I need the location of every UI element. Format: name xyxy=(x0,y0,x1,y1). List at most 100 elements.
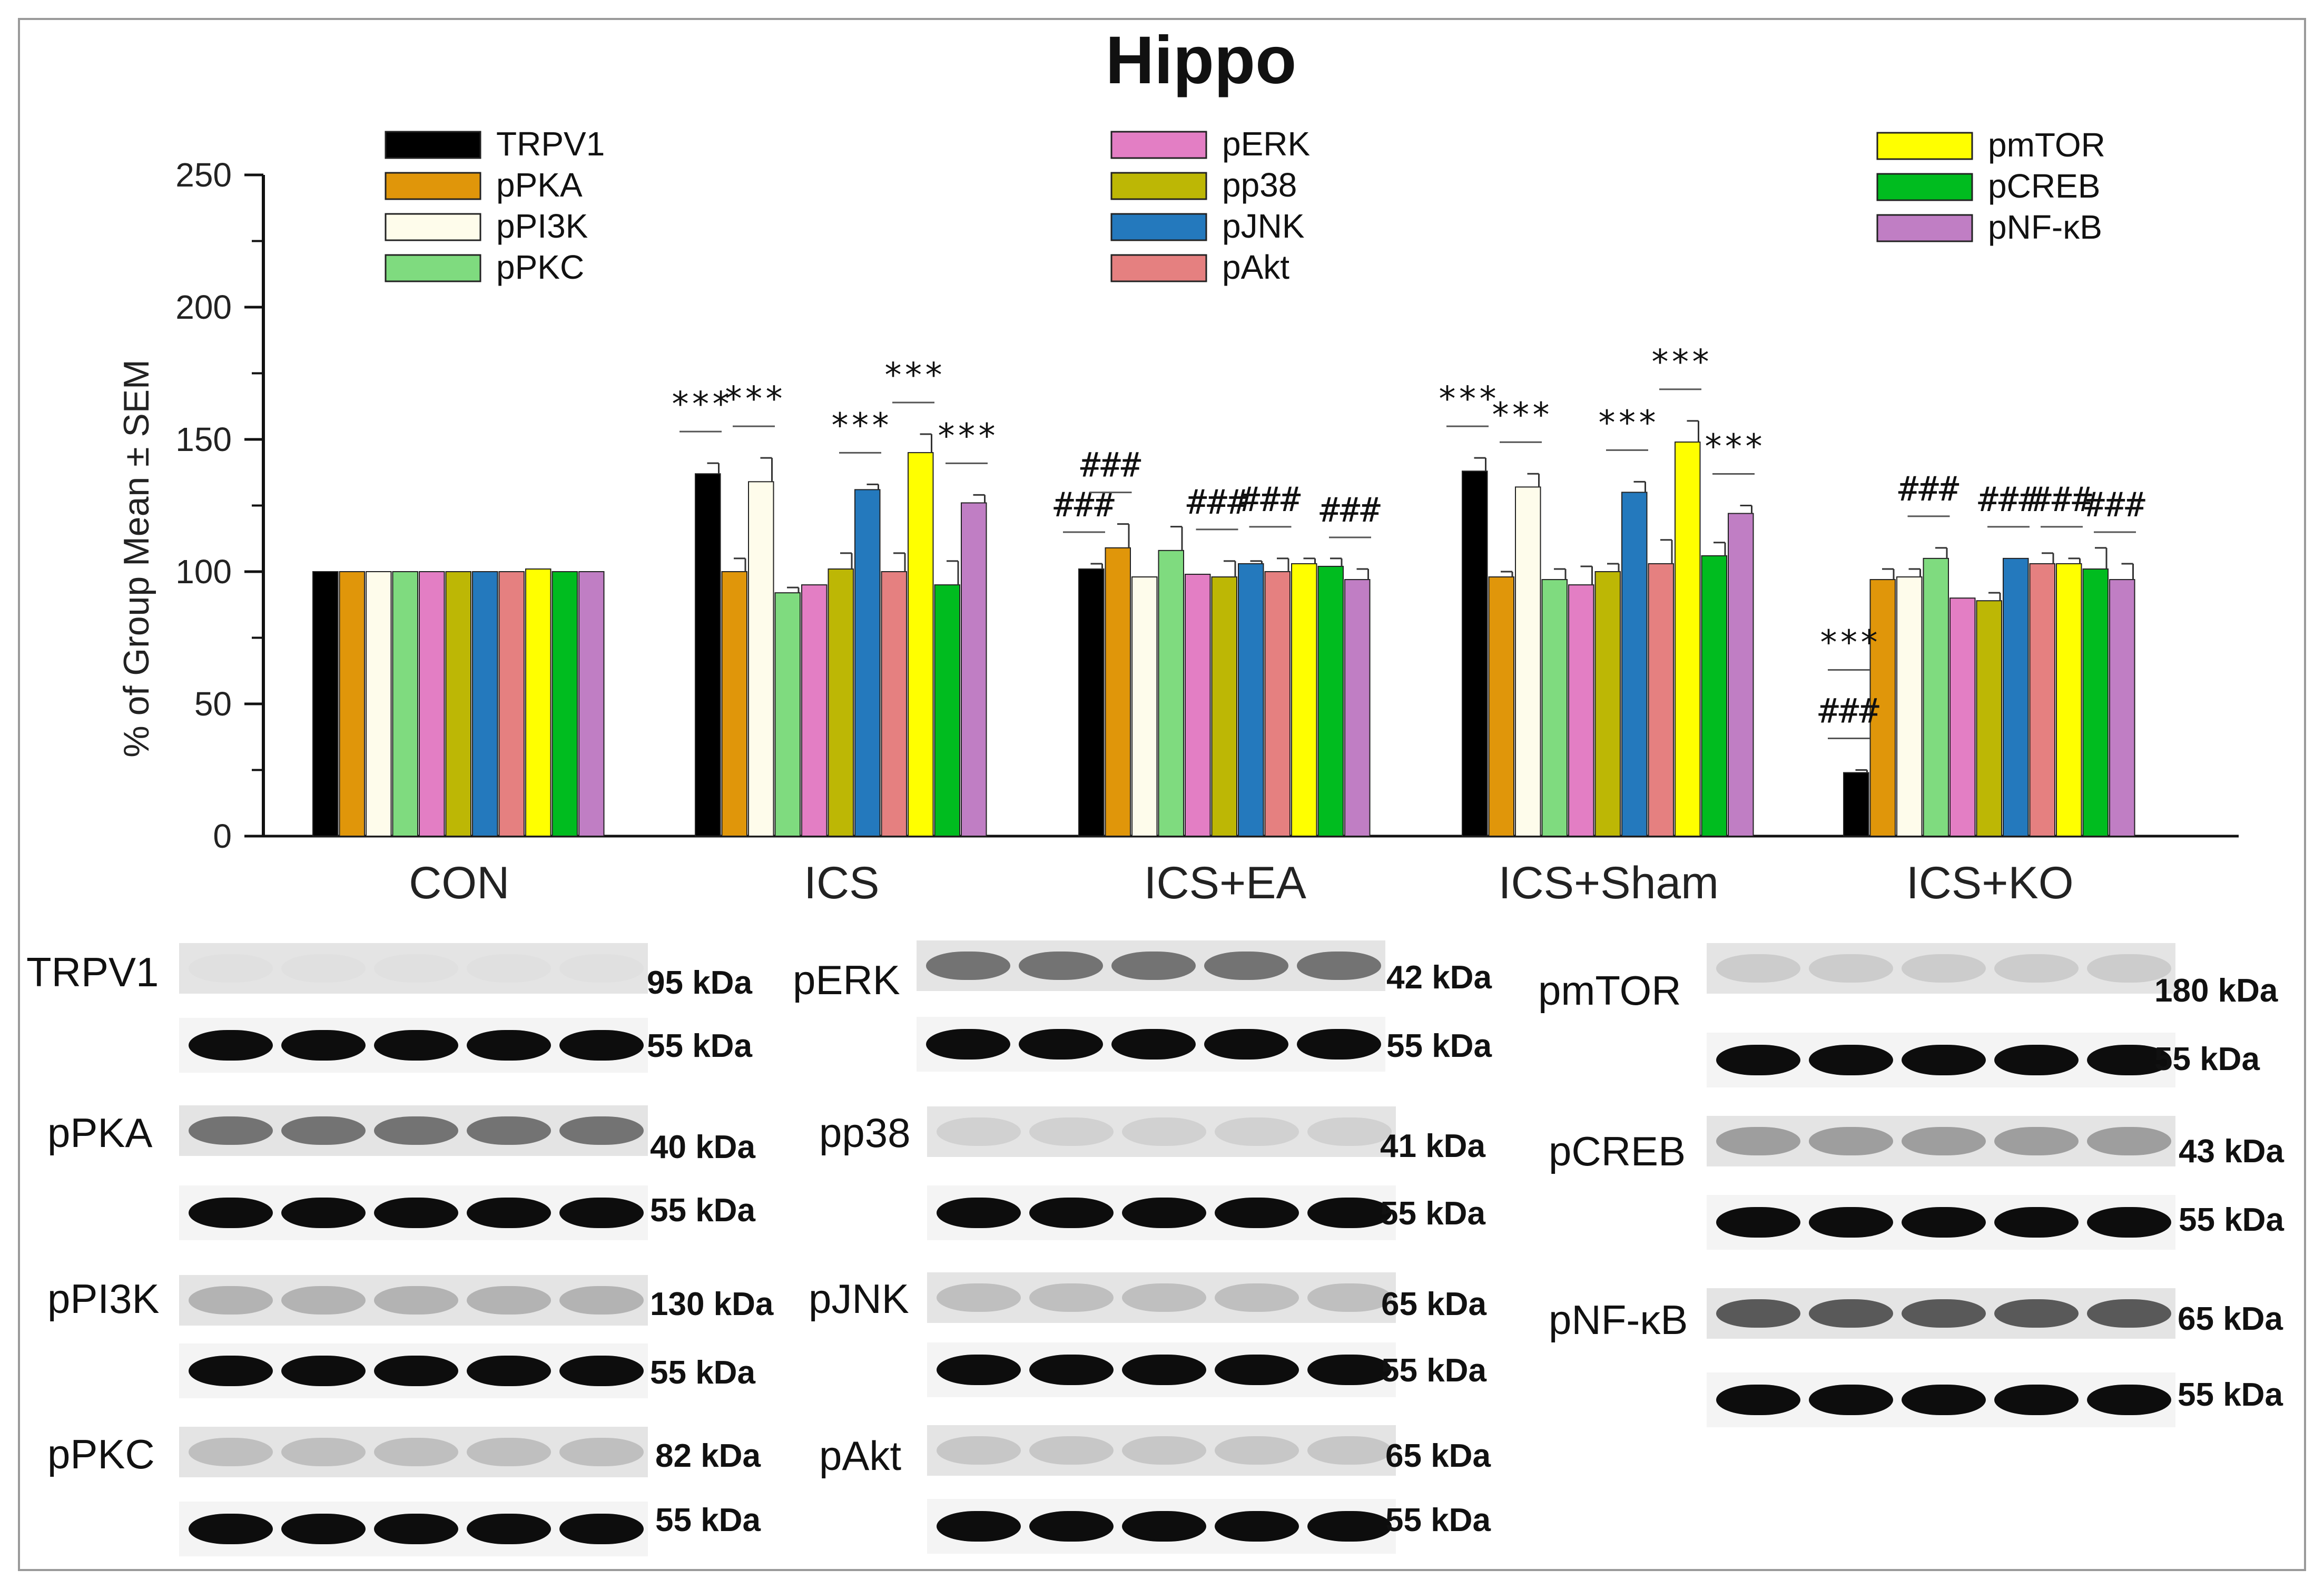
bar xyxy=(1291,563,1317,837)
significance-mark: *** xyxy=(1597,404,1658,443)
blot-band xyxy=(1215,1510,1299,1542)
bar xyxy=(908,452,934,837)
bar xyxy=(1648,563,1674,837)
bar xyxy=(1317,565,1344,837)
loading-kda-label: 55 kDa xyxy=(2179,1202,2284,1238)
blot-band xyxy=(1215,1436,1299,1465)
blot-strip xyxy=(179,1502,648,1556)
legend-label: pCREB xyxy=(1988,167,2100,205)
blot-kda-label: 65 kDa xyxy=(1385,1438,1491,1474)
bar xyxy=(2003,557,2029,837)
significance-mark: *** xyxy=(1650,343,1711,382)
blot-band xyxy=(467,1355,551,1387)
bar xyxy=(2082,568,2109,837)
bar xyxy=(774,592,801,837)
blot-band xyxy=(467,1286,551,1315)
blot-strip xyxy=(1707,1116,2175,1166)
y-tick-label: 100 xyxy=(175,553,232,591)
bar xyxy=(472,571,498,837)
significance-mark: *** xyxy=(723,380,784,419)
bar xyxy=(1701,555,1727,837)
blot-band xyxy=(1111,952,1196,980)
bar xyxy=(1869,579,1896,837)
legend-label: pPI3K xyxy=(496,207,588,245)
legend-label: pERK xyxy=(1222,125,1310,163)
loading-kda-label: 55 kDa xyxy=(655,1502,761,1538)
significance-mark: *** xyxy=(830,406,891,445)
bar xyxy=(1238,563,1264,837)
blot-band xyxy=(1994,1299,2079,1328)
blot-band xyxy=(1809,1207,1893,1238)
bar xyxy=(1264,571,1291,837)
category-label: CON xyxy=(409,858,509,908)
blot-band xyxy=(467,1513,551,1545)
blot-band xyxy=(2087,1384,2171,1416)
loading-kda-label: 55 kDa xyxy=(2178,1377,2283,1413)
category-label: ICS+KO xyxy=(1906,858,2074,908)
blot-strip xyxy=(927,1342,1396,1397)
blot-protein-label: pNF-κB xyxy=(1549,1297,1688,1343)
bar xyxy=(552,571,578,837)
blot-band xyxy=(1902,954,1986,983)
bar xyxy=(1594,571,1621,837)
category-label: ICS+Sham xyxy=(1499,858,1719,908)
bar xyxy=(1105,547,1131,837)
blot-band xyxy=(374,1197,458,1229)
blot-band xyxy=(281,954,366,983)
legend-label: pPKC xyxy=(496,248,584,286)
blot-kda-label: 180 kDa xyxy=(2154,973,2278,1009)
significance-mark: *** xyxy=(936,417,997,456)
bar xyxy=(578,571,605,837)
loading-kda-label: 55 kDa xyxy=(1380,1195,1485,1232)
blot-strip xyxy=(1707,1195,2175,1250)
loading-kda-label: 55 kDa xyxy=(1385,1502,1491,1538)
blot-strip xyxy=(179,1185,648,1240)
blot-protein-label: TRPV1 xyxy=(26,949,159,995)
blot-strip xyxy=(179,1105,648,1156)
blot-band xyxy=(1122,1283,1206,1312)
significance-mark: ### xyxy=(1818,692,1879,731)
legend-swatch xyxy=(385,172,481,200)
bar xyxy=(1949,597,1976,837)
blot-band xyxy=(1716,1299,1800,1328)
blot-protein-label: pPI3K xyxy=(47,1276,160,1322)
blot-band xyxy=(281,1116,366,1145)
blot-band xyxy=(2087,1207,2171,1238)
legend: TRPV1pPKApPI3KpPKCpERKpp38pJNKpAktpmTORp… xyxy=(385,125,2105,286)
blot-kda-label: 65 kDa xyxy=(2178,1301,2283,1337)
y-tick-label: 150 xyxy=(175,420,232,458)
blot-band xyxy=(1902,1384,1986,1416)
significance-mark: ### xyxy=(1080,446,1141,485)
blot-band xyxy=(1809,1384,1893,1416)
blot-band xyxy=(281,1286,366,1315)
blot-band xyxy=(1029,1354,1114,1386)
blot-band xyxy=(1029,1283,1114,1312)
blot-band xyxy=(1307,1436,1392,1465)
blot-band xyxy=(1307,1354,1392,1386)
legend-label: TRPV1 xyxy=(496,125,605,163)
blot-strip xyxy=(1707,1372,2175,1427)
bar xyxy=(1675,442,1701,837)
blot-band xyxy=(1902,1127,1986,1155)
blot-strip xyxy=(1707,943,2175,994)
blot-band xyxy=(1122,1510,1206,1542)
significance-mark: *** xyxy=(1437,380,1498,419)
blot-band xyxy=(467,954,551,983)
category-label: ICS+EA xyxy=(1144,858,1307,908)
loading-kda-label: 55 kDa xyxy=(1386,1028,1492,1064)
blot-kda-label: 95 kDa xyxy=(647,965,752,1001)
bar xyxy=(525,568,552,837)
y-tick-label: 50 xyxy=(194,685,232,723)
blot-protein-label: pAkt xyxy=(819,1433,902,1479)
blot-band xyxy=(189,1286,273,1315)
blot-band xyxy=(1307,1510,1392,1542)
blot-kda-label: 41 kDa xyxy=(1380,1128,1485,1164)
blot-kda-label: 65 kDa xyxy=(1381,1286,1486,1322)
blot-protein-label: pPKA xyxy=(47,1110,153,1156)
blot-band xyxy=(1297,1028,1381,1060)
figure-frame xyxy=(18,18,2306,1571)
blot-strip xyxy=(179,1018,648,1073)
blot-band xyxy=(559,1197,644,1229)
blot-strip xyxy=(179,1427,648,1477)
significance-mark: ### xyxy=(2031,480,2092,519)
